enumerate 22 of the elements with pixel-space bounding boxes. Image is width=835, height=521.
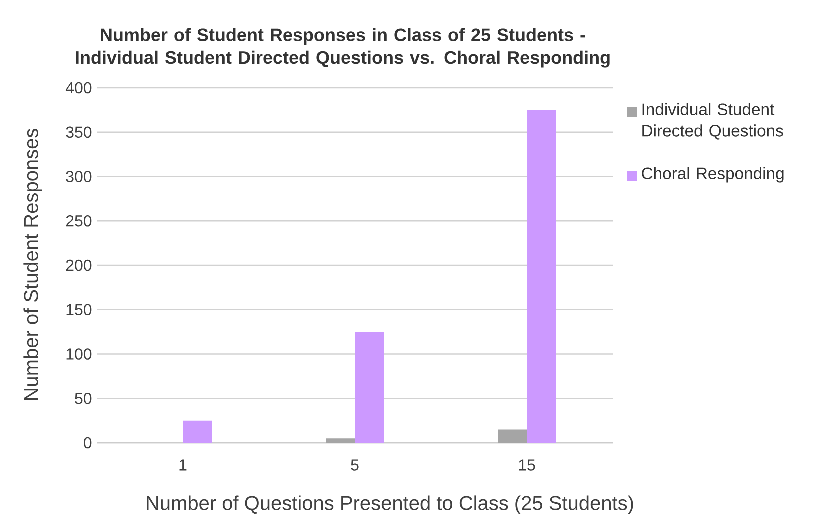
bar: [326, 438, 356, 444]
y-axis-title: Number of Student Responses: [24, 129, 42, 400]
x-axis-title: Number of Questions Presented to Class (25 Students): [147, 496, 634, 514]
x-tick-label: 5: [351, 460, 359, 471]
y-tick-label: 250: [66, 215, 92, 227]
chart-title: Number of Student Responses in Class of 25 Students - Individual Student Directed Questions vs. Choral Responding: [76, 28, 610, 68]
y-tick-label: 400: [66, 82, 92, 94]
y-tick-label: 150: [66, 304, 92, 316]
y-tick-label: 50: [75, 392, 92, 404]
bar: [527, 110, 556, 444]
x-tick-label: 1: [180, 460, 187, 471]
y-tick-label: 0: [84, 437, 92, 449]
y-tick-label: 200: [66, 260, 92, 272]
bar: [355, 332, 384, 444]
x-tick-label: 15: [519, 460, 536, 471]
y-tick-label: 100: [66, 348, 92, 360]
y-tick-label: 300: [66, 171, 92, 182]
bar: [183, 420, 212, 444]
legend-label: Choral Responding: [642, 167, 784, 183]
y-tick-label: 350: [66, 126, 92, 138]
bar: [498, 430, 528, 444]
legend-label: Individual Student Directed Questions: [642, 103, 784, 140]
